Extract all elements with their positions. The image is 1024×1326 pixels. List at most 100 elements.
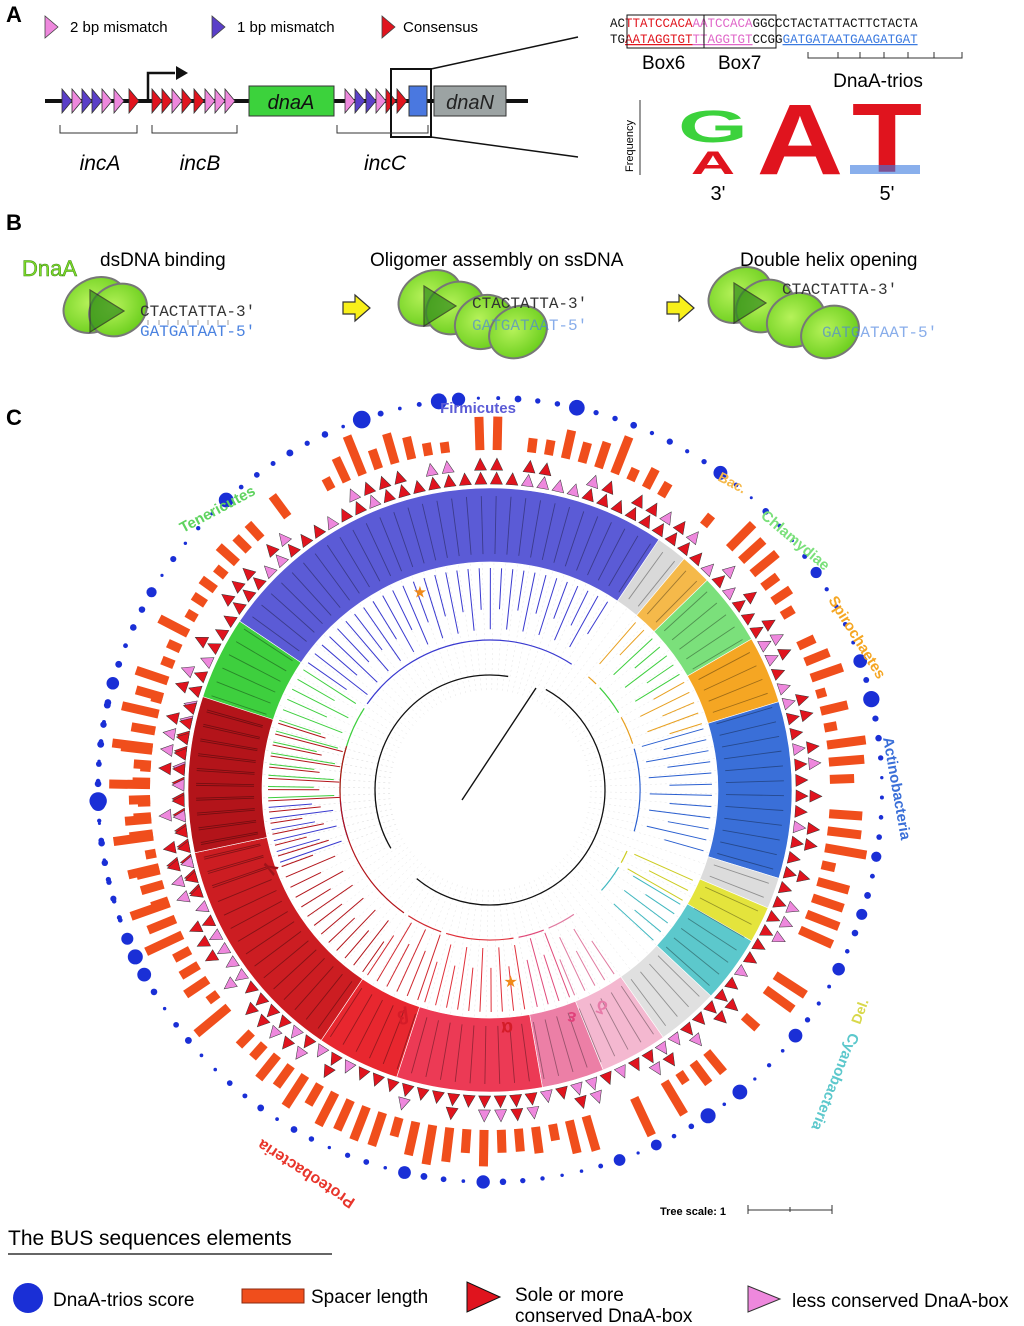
guide-line [585, 723, 709, 761]
tree-branch [669, 803, 712, 808]
legend-consensus-label: Consensus [403, 19, 478, 36]
dnaa-box-marker [711, 575, 726, 589]
guide-line [571, 659, 677, 733]
dnaa-box-marker [777, 649, 792, 661]
dnaa-box-marker [689, 552, 703, 567]
spacer-length-bar [321, 476, 336, 492]
trios-score-dot [257, 1104, 265, 1112]
guide-line [446, 566, 472, 692]
species-label [382, 1009, 405, 1065]
tree-branch [634, 909, 662, 933]
species-label [509, 1025, 516, 1084]
species-label [723, 750, 782, 760]
dnaa-box-marker [581, 488, 594, 503]
seq-bottom-strand: TGAATAGGTGTTTAGGTGTCCGGGATGATAATGAAGATGA… [610, 33, 918, 47]
panel-a-label: A [6, 2, 22, 27]
spacer-length-bar [382, 432, 400, 465]
trios-score-dot [598, 1163, 604, 1169]
trios-score-dot [98, 839, 105, 847]
spacer-length-bar [342, 434, 367, 477]
tree-branch [506, 569, 514, 630]
guide-line [533, 879, 591, 996]
guide-line [369, 596, 438, 706]
dnaa-box-marker [358, 1066, 371, 1081]
guide-line [450, 888, 473, 1015]
spacer-length-bar [304, 1082, 324, 1107]
species-label [480, 496, 484, 555]
tree-branch [424, 961, 438, 1003]
clade-beta: β [396, 1005, 410, 1027]
dnaa-box-marker [231, 580, 246, 594]
species-label [541, 503, 556, 560]
trios-score-dot [732, 1084, 748, 1100]
guide-line [588, 746, 714, 772]
spacer-length-bar [135, 865, 161, 880]
guide-line [393, 880, 448, 997]
species-label [283, 958, 325, 1001]
trios-score-dot [476, 396, 480, 400]
tree-branch [478, 568, 482, 610]
spacer-length-bar [160, 655, 176, 670]
tree-branch [634, 646, 661, 669]
species-label [610, 992, 642, 1043]
tree-clade-arc [599, 687, 620, 714]
tree-branch [382, 595, 415, 653]
guide-line [493, 889, 499, 1018]
species-label [223, 890, 277, 916]
dnaa-box-marker [742, 951, 758, 964]
dnaa-box-marker [176, 890, 191, 903]
dnaa-box-marker [672, 520, 686, 536]
trios-score-dot [130, 624, 137, 631]
trios-score-dot [242, 1093, 248, 1099]
tree-branch [279, 840, 342, 863]
legend-less-label: less conserved DnaA-box [792, 1291, 1009, 1312]
trios-score-dot [700, 1108, 716, 1124]
tree-clade-arc [588, 676, 597, 685]
dnaa-box-marker [808, 757, 822, 771]
species-label [587, 522, 612, 576]
tree-branch [526, 959, 538, 1008]
species-label [708, 678, 763, 702]
tree-branch [272, 823, 325, 835]
guide-line [264, 803, 392, 822]
trios-score-dot [824, 587, 829, 592]
spacer-length-bar [402, 436, 417, 461]
spacer-length-bar [333, 1098, 355, 1132]
tree-branch [664, 839, 704, 852]
tree-branch [386, 943, 410, 987]
species-label [608, 535, 639, 587]
dnaa-box-marker [282, 1035, 296, 1050]
species-label [237, 911, 288, 942]
tree-branch [457, 947, 468, 1010]
logo-3prime: 3' [711, 183, 726, 205]
dnaa-box-arrow [224, 87, 236, 115]
tree-branch [498, 568, 503, 610]
spacer-length-bar [738, 537, 767, 565]
spacer-length-bar [146, 914, 178, 935]
guide-line [317, 855, 415, 940]
tree-branch [649, 793, 712, 796]
species-label [720, 841, 777, 856]
dnaa-box-marker [778, 915, 794, 928]
dnaa-box-marker [667, 1031, 681, 1046]
spacer-length-bar [421, 1124, 438, 1166]
trios-score-dot [685, 449, 690, 454]
tree-branch [291, 688, 349, 719]
dnaa-box-marker [624, 506, 637, 522]
tree-branch [303, 669, 357, 704]
trios-score-dot [476, 1175, 490, 1189]
spacer-length-bar [198, 575, 218, 594]
tree-branch [467, 569, 475, 631]
trios-score-dot [810, 566, 822, 579]
trios-score-dot [514, 395, 522, 403]
spacer-length-bar [819, 700, 849, 716]
dnaa-box-marker [355, 501, 368, 516]
guide-line [586, 734, 712, 767]
spacer-length-bar [811, 893, 845, 913]
trios-score-dot [344, 1152, 351, 1158]
guide-line [300, 662, 408, 735]
dnaa-box-marker [207, 643, 222, 655]
spacer-length-bar [796, 634, 817, 651]
species-label [317, 981, 353, 1029]
phylum-actinobacteria: Actinobacteria [879, 736, 914, 842]
